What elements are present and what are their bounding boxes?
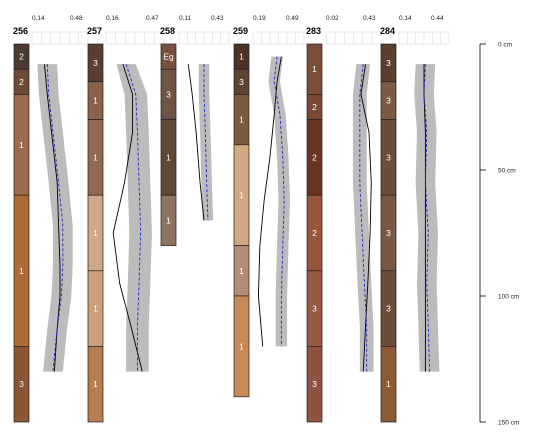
horizon-label: 1 xyxy=(166,152,171,162)
profile-284: 284 0.14 0.44 3 3 3 3 3 1 xyxy=(380,15,450,423)
horizon-label: 2 xyxy=(312,152,317,162)
x-range-min-label: 0.11 xyxy=(179,15,192,22)
profile-256: 256 0.14 0.48 2 2 1 1 3 xyxy=(13,15,89,423)
horizon-label: 1 xyxy=(386,379,391,389)
horizon-label: 1 xyxy=(93,152,98,162)
horizon-label: 3 xyxy=(166,89,171,99)
horizon-block xyxy=(380,346,397,423)
horizon-label: 1 xyxy=(239,190,244,200)
horizon-label: 1 xyxy=(239,341,244,351)
depth-axis-tick-label: 50 cm xyxy=(498,168,516,175)
horizon-label: 2 xyxy=(312,228,317,238)
horizon-label: 1 xyxy=(93,379,98,389)
horizon-label: 3 xyxy=(386,228,391,238)
depth-axis-tick-label: 150 cm xyxy=(498,420,519,427)
profile-258: 258 0.11 0.43 Eg 3 1 1 xyxy=(160,15,230,246)
horizon-label: 3 xyxy=(386,96,391,106)
uncertainty-band xyxy=(37,64,73,372)
x-range-min-label: 0.14 xyxy=(32,15,45,22)
x-range-min-label: 0.16 xyxy=(106,15,119,22)
horizon-label: Eg xyxy=(163,52,174,62)
horizon-label: 1 xyxy=(19,140,24,150)
horizon-label: 3 xyxy=(386,58,391,68)
profile-id-label: 259 xyxy=(233,26,248,36)
horizon-label: 1 xyxy=(93,228,98,238)
horizon-label: 2 xyxy=(19,52,24,62)
profile-id-label: 257 xyxy=(87,26,102,36)
x-range-max-label: 0.43 xyxy=(211,15,224,22)
horizon-label: 2 xyxy=(19,77,24,87)
horizon-label: 1 xyxy=(239,52,244,62)
horizon-label: 1 xyxy=(93,304,98,314)
profile-257: 257 0.16 0.47 3 1 1 1 1 1 xyxy=(87,15,165,423)
x-range-min-label: 0.14 xyxy=(399,15,412,22)
horizon-label: 1 xyxy=(19,266,24,276)
uncertainty-band xyxy=(116,64,152,372)
depth-axis-tick-label: 100 cm xyxy=(498,294,519,301)
mean-line xyxy=(125,64,142,372)
horizon-block xyxy=(160,194,177,246)
observed-line xyxy=(112,64,143,372)
x-range-max-label: 0.49 xyxy=(286,15,299,22)
horizon-block xyxy=(13,346,30,423)
horizon-label: 1 xyxy=(239,266,244,276)
x-range-min-label: 0.19 xyxy=(253,15,266,22)
profile-id-label: 284 xyxy=(380,26,395,36)
horizon-label: 1 xyxy=(166,215,171,225)
horizon-label: 3 xyxy=(93,58,98,68)
x-range-max-label: 0.47 xyxy=(146,15,159,22)
x-range-min-label: 0.02 xyxy=(326,15,339,22)
horizon-label: 3 xyxy=(312,304,317,314)
uncertainty-band xyxy=(198,64,214,221)
x-range-max-label: 0.44 xyxy=(431,15,444,22)
horizon-block xyxy=(306,346,323,423)
uncertainty-band xyxy=(268,56,290,347)
horizon-label: 3 xyxy=(386,152,391,162)
uncertainty-band xyxy=(352,64,374,372)
observed-line xyxy=(187,64,205,221)
observed-line xyxy=(44,64,61,372)
horizon-label: 2 xyxy=(312,102,317,112)
depth-axis-tick-label: 0 cm xyxy=(498,42,512,49)
x-range-max-label: 0.48 xyxy=(70,15,83,22)
mean-line xyxy=(273,56,285,347)
profile-283: 283 0.02 0.43 1 2 2 2 3 3 xyxy=(306,15,382,423)
horizon-block xyxy=(233,295,250,398)
horizon-label: 3 xyxy=(312,379,317,389)
profile-id-label: 283 xyxy=(306,26,321,36)
horizon-label: 3 xyxy=(386,304,391,314)
profile-259: 259 0.19 0.49 1 3 1 1 1 1 xyxy=(233,15,305,398)
horizon-label: 3 xyxy=(239,77,244,87)
profile-id-label: 258 xyxy=(160,26,175,36)
horizon-label: 3 xyxy=(19,379,24,389)
mean-line xyxy=(46,64,64,372)
horizon-block xyxy=(87,346,104,423)
depth-axis: 0 cm 50 cm 100 cm 150 cm xyxy=(479,42,519,427)
mean-line xyxy=(359,64,368,372)
mean-line xyxy=(423,64,431,372)
horizon-label: 1 xyxy=(312,64,317,74)
mean-line xyxy=(203,64,209,221)
x-range-max-label: 0.43 xyxy=(363,15,376,22)
horizon-label: 1 xyxy=(239,115,244,125)
horizon-label: 1 xyxy=(93,96,98,106)
uncertainty-band xyxy=(414,64,440,372)
observed-line xyxy=(257,56,282,347)
profile-id-label: 256 xyxy=(13,26,28,36)
